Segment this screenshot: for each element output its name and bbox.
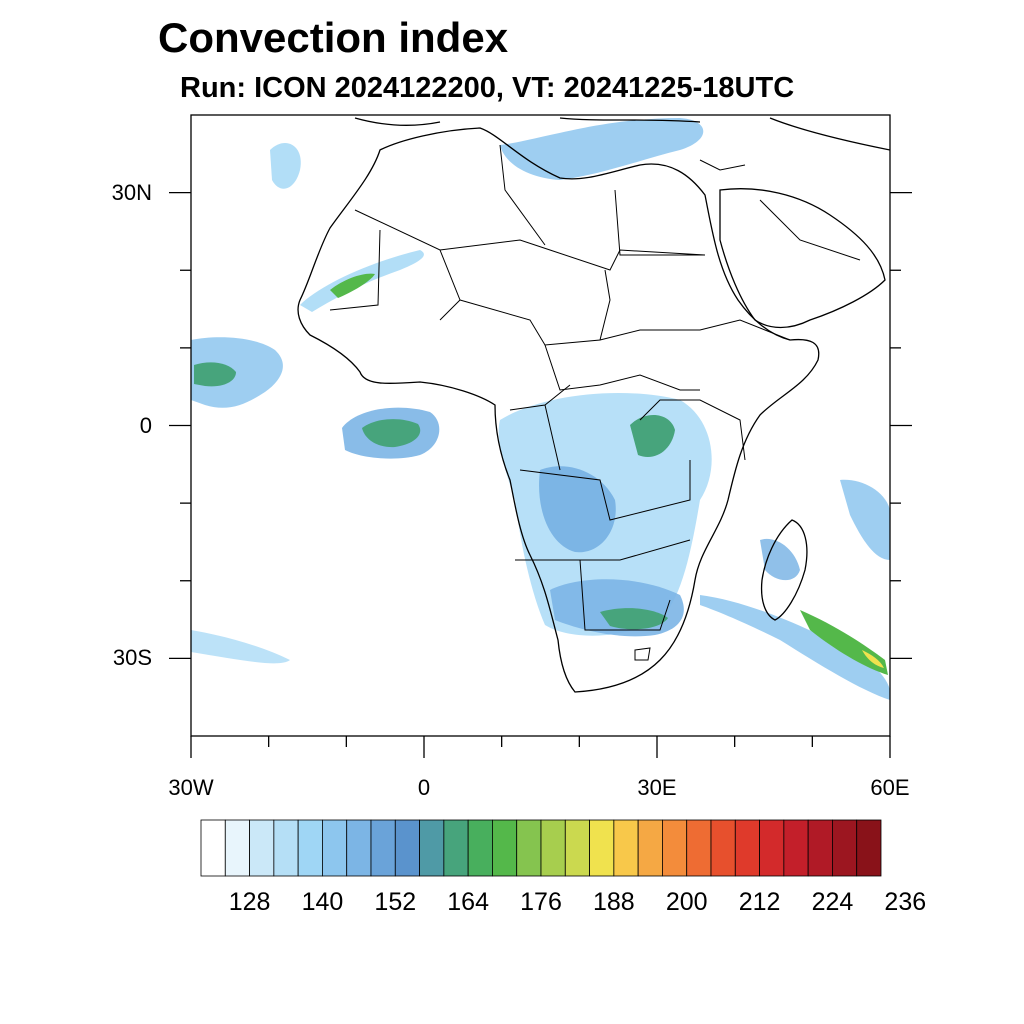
y-tick-label: 30N	[111, 179, 152, 205]
colorbar-tick-label: 188	[592, 888, 635, 916]
madagascar-coastline	[760, 519, 808, 621]
colorbar-box	[273, 819, 299, 877]
colorbar-box	[467, 819, 493, 877]
field-madagascar	[760, 538, 800, 581]
colorbar-box	[443, 819, 469, 877]
colorbar-box	[613, 819, 639, 877]
colorbar-box	[807, 819, 833, 877]
country-borders	[329, 144, 861, 661]
colorbar-box	[249, 819, 275, 877]
colorbar-tick-label: 152	[374, 888, 417, 916]
colorbar-box	[589, 819, 615, 877]
chart-title: Convection index	[158, 14, 509, 61]
field-gulf-guinea-core	[362, 419, 421, 448]
x-tick-label: 30E	[637, 775, 677, 800]
colorbar-box	[394, 819, 420, 877]
colorbar-box	[492, 819, 518, 877]
colorbar-box	[540, 819, 566, 877]
field-west-africa-tropical	[191, 337, 283, 408]
colorbar-box	[856, 819, 882, 877]
field-indian-ocean-hot	[862, 650, 884, 668]
chart-subtitle: Run: ICON 2024122200, VT: 20241225-18UTC	[180, 72, 795, 104]
field-sahara-core	[330, 273, 375, 298]
mediterranean-north-coast	[354, 117, 890, 151]
field-east-africa-core	[630, 414, 675, 458]
colorbar-box	[783, 819, 809, 877]
x-tick-label: 60E	[870, 775, 910, 800]
colorbar-box	[710, 819, 736, 877]
y-tick-label: 30S	[112, 645, 152, 671]
colorbar-tick-label: 128	[228, 888, 271, 916]
colorbar-box	[224, 819, 250, 877]
y-tick-label: 0	[139, 412, 152, 438]
colorbar-box	[759, 819, 785, 877]
colorbar-box	[832, 819, 858, 877]
field-indian-ocean-core	[800, 610, 888, 675]
colorbar-box	[322, 819, 348, 877]
field-atlantic-north	[270, 142, 301, 189]
colorbar-box	[686, 819, 712, 877]
convection-fields	[191, 118, 890, 700]
x-tick-label: 0	[417, 775, 431, 800]
field-congo-core	[539, 466, 616, 553]
x-tick-label: 30W	[168, 775, 214, 800]
colorbar-tick-label: 164	[447, 888, 489, 916]
colorbar-box	[662, 819, 688, 877]
colorbar-tick-label: 224	[811, 888, 854, 916]
coastlines	[297, 117, 890, 693]
colorbar	[200, 819, 882, 877]
colorbar-tick-label: 236	[884, 888, 927, 916]
colorbar-box	[637, 819, 663, 877]
colorbar-tick-label: 176	[520, 888, 562, 916]
colorbar-box	[346, 819, 372, 877]
colorbar-box	[370, 819, 396, 877]
colorbar-tick-label: 140	[301, 888, 344, 916]
field-southern-core	[600, 608, 668, 630]
arabia-coastline	[719, 188, 886, 329]
colorbar-box	[734, 819, 760, 877]
colorbar-box	[516, 819, 542, 877]
field-atlantic-south	[191, 630, 290, 664]
africa-coastline	[297, 127, 820, 693]
colorbar-tick-label: 200	[665, 888, 708, 916]
field-mediterranean	[500, 118, 704, 180]
colorbar-box	[297, 819, 323, 877]
colorbar-tick-label: 212	[738, 888, 781, 916]
colorbar-box	[200, 819, 226, 877]
colorbar-box	[564, 819, 590, 877]
axis-ticks	[169, 191, 912, 758]
field-indian-ocean-band	[700, 595, 890, 700]
field-west-africa-core	[194, 362, 236, 387]
colorbar-box	[419, 819, 445, 877]
field-mascarene	[840, 479, 890, 560]
